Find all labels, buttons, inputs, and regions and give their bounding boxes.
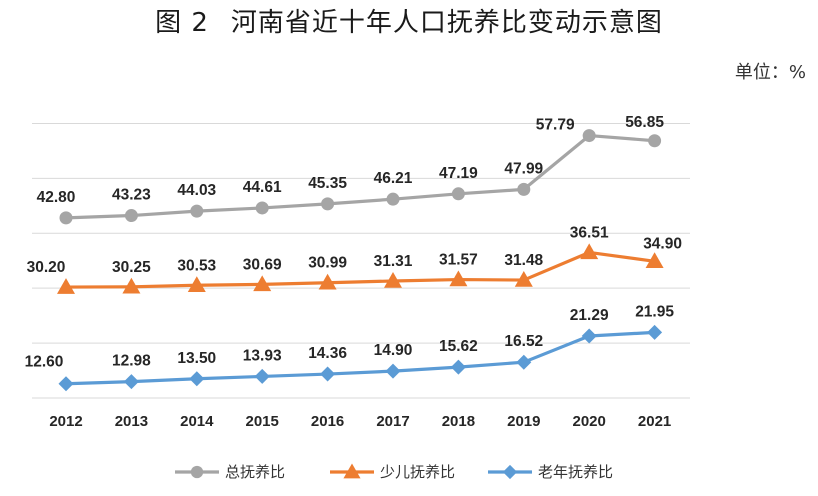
marker-total xyxy=(190,204,204,218)
x-tick-label: 2020 xyxy=(573,413,606,430)
marker-total xyxy=(517,182,531,196)
legend-label: 总抚养比 xyxy=(225,463,285,481)
series-lines xyxy=(64,133,657,386)
legend-swatch-marker xyxy=(502,464,518,480)
data-label-children: 30.99 xyxy=(308,255,347,272)
marker-elderly xyxy=(189,371,205,387)
data-label-total: 43.23 xyxy=(112,187,151,204)
x-tick-label: 2012 xyxy=(49,413,82,430)
legend: 总抚养比 少儿抚养比 老年抚养比 xyxy=(175,463,613,481)
data-label-elderly: 21.29 xyxy=(570,307,609,324)
marker-elderly xyxy=(450,359,466,375)
data-label-elderly: 14.36 xyxy=(308,345,347,362)
legend-item-children: 少儿抚养比 xyxy=(330,463,455,481)
data-label-children: 34.90 xyxy=(643,235,682,252)
marker-children xyxy=(514,271,533,287)
series-markers xyxy=(57,129,664,392)
data-label-elderly: 13.93 xyxy=(243,347,282,364)
marker-total xyxy=(255,201,269,215)
legend-label: 少儿抚养比 xyxy=(380,463,455,481)
figure-number: 图 2 xyxy=(155,8,209,38)
marker-elderly xyxy=(254,368,270,384)
data-label-children: 31.48 xyxy=(504,252,543,269)
data-labels: 42.80 43.23 44.03 44.61 45.35 46.21 47.19 47.99… xyxy=(25,114,682,371)
x-tick-label: 2018 xyxy=(442,413,475,430)
data-label-children: 31.57 xyxy=(439,252,478,269)
marker-elderly xyxy=(516,354,532,370)
data-label-elderly: 12.98 xyxy=(112,353,151,370)
data-label-total: 44.03 xyxy=(177,182,216,199)
data-label-elderly: 12.60 xyxy=(25,354,64,371)
data-label-children: 31.31 xyxy=(374,253,413,270)
x-tick-label: 2017 xyxy=(376,413,409,430)
gridlines xyxy=(32,122,690,344)
data-label-elderly: 21.95 xyxy=(635,303,674,320)
series-line-total xyxy=(64,133,657,220)
marker-children xyxy=(449,270,468,287)
data-label-elderly: 16.52 xyxy=(504,333,543,350)
marker-total xyxy=(648,134,662,148)
marker-total xyxy=(386,192,400,206)
data-label-total: 57.79 xyxy=(536,117,575,134)
marker-elderly xyxy=(647,324,663,340)
legend-label: 老年抚养比 xyxy=(538,463,613,481)
data-label-total: 47.99 xyxy=(504,160,543,177)
data-label-children: 30.69 xyxy=(243,256,282,273)
x-axis: 2012 2013 2014 2015 2016 2017 2018 2019 2020 2021 xyxy=(32,397,690,430)
marker-children xyxy=(384,271,402,288)
marker-children xyxy=(580,243,599,260)
marker-children xyxy=(187,276,206,293)
data-label-elderly: 13.50 xyxy=(177,350,216,367)
x-tick-label: 2014 xyxy=(180,413,214,430)
legend-swatch-marker xyxy=(343,463,361,479)
data-label-children: 30.53 xyxy=(177,257,216,274)
marker-elderly xyxy=(581,328,597,344)
data-label-children: 30.20 xyxy=(27,259,66,276)
x-tick-label: 2019 xyxy=(507,413,540,430)
title-text: 河南省近十年人口抚养比变动示意图 xyxy=(230,8,663,38)
series-line-elderly xyxy=(64,330,657,386)
marker-elderly xyxy=(385,363,401,379)
marker-elderly xyxy=(320,366,336,382)
marker-children xyxy=(645,252,664,269)
marker-total xyxy=(321,197,335,211)
marker-total xyxy=(451,187,465,201)
data-label-total: 47.19 xyxy=(439,165,478,182)
data-label-total: 46.21 xyxy=(374,170,413,187)
data-label-total: 45.35 xyxy=(308,175,347,192)
marker-total xyxy=(59,211,73,225)
data-label-children: 30.25 xyxy=(112,259,151,276)
marker-children xyxy=(122,277,141,294)
marker-elderly xyxy=(123,374,139,390)
marker-elderly xyxy=(58,376,74,392)
marker-total xyxy=(582,129,596,143)
x-tick-label: 2015 xyxy=(246,413,279,430)
legend-item-elderly: 老年抚养比 xyxy=(488,463,613,481)
data-label-total: 56.85 xyxy=(625,114,664,131)
x-tick-label: 2021 xyxy=(638,413,671,430)
data-label-children: 36.51 xyxy=(570,224,609,241)
x-tick-label: 2013 xyxy=(115,413,148,430)
series-line-children xyxy=(64,250,657,289)
marker-children xyxy=(57,278,75,294)
data-label-total: 44.61 xyxy=(243,179,282,196)
data-label-elderly: 14.90 xyxy=(374,342,413,359)
x-tick-label: 2016 xyxy=(311,413,344,430)
unit-label: 单位：% xyxy=(734,62,806,83)
legend-item-total: 总抚养比 xyxy=(175,463,285,481)
legend-swatch-marker xyxy=(190,465,204,479)
marker-total xyxy=(124,209,138,223)
marker-children xyxy=(318,273,337,290)
marker-children xyxy=(253,275,272,292)
data-label-total: 42.80 xyxy=(37,189,76,206)
chart-title: 图 2 河南省近十年人口抚养比变动示意图 xyxy=(0,2,818,39)
data-label-elderly: 15.62 xyxy=(439,338,478,355)
